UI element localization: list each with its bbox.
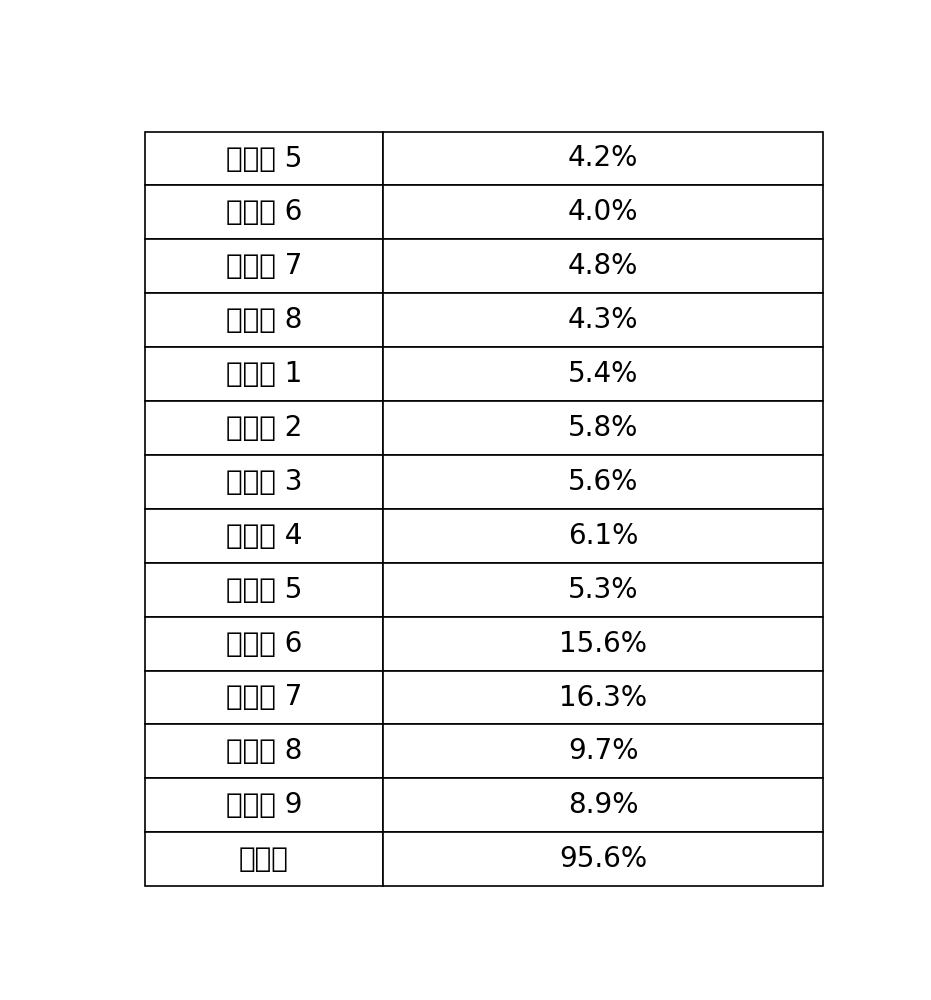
Text: 4.3%: 4.3% [568,306,639,334]
Text: 实施例 8: 实施例 8 [225,306,303,334]
Text: 9.7%: 9.7% [568,737,639,765]
Text: 对比例 3: 对比例 3 [225,468,303,496]
Bar [145,724,383,778]
Bar [383,132,823,185]
Bar [383,347,823,401]
Bar [383,293,823,347]
Text: 对比例 4: 对比例 4 [225,522,303,550]
Bar [145,455,383,509]
Bar [383,778,823,832]
Bar [145,185,383,239]
Bar [145,671,383,724]
Text: 6.1%: 6.1% [568,522,639,550]
Text: 5.3%: 5.3% [568,576,639,604]
Text: 对比例 7: 对比例 7 [225,684,303,712]
Text: 实施例 5: 实施例 5 [225,144,303,172]
Text: 对比例 9: 对比例 9 [225,791,303,819]
Text: 对比例 1: 对比例 1 [225,360,303,388]
Text: 5.6%: 5.6% [568,468,639,496]
Text: 对比例 2: 对比例 2 [225,414,303,442]
Text: 4.2%: 4.2% [568,144,639,172]
Bar [145,401,383,455]
Bar [383,671,823,724]
Text: 对比例 8: 对比例 8 [225,737,303,765]
Bar [145,563,383,617]
Bar [145,239,383,293]
Text: 实施例 6: 实施例 6 [225,198,303,226]
Text: 对照组: 对照组 [239,845,289,873]
Text: 5.8%: 5.8% [568,414,639,442]
Bar [145,509,383,563]
Text: 4.8%: 4.8% [568,252,639,280]
Bar [383,832,823,886]
Text: 8.9%: 8.9% [568,791,639,819]
Text: 95.6%: 95.6% [559,845,647,873]
Bar [383,724,823,778]
Bar [383,185,823,239]
Text: 对比例 6: 对比例 6 [225,630,303,658]
Bar [145,347,383,401]
Bar [145,617,383,671]
Bar [145,293,383,347]
Bar [383,455,823,509]
Bar [145,778,383,832]
Text: 对比例 5: 对比例 5 [225,576,303,604]
Text: 15.6%: 15.6% [559,630,647,658]
Text: 实施例 7: 实施例 7 [225,252,303,280]
Text: 16.3%: 16.3% [559,684,647,712]
Bar [383,509,823,563]
Text: 5.4%: 5.4% [568,360,639,388]
Text: 4.0%: 4.0% [568,198,639,226]
Bar [383,401,823,455]
Bar [383,617,823,671]
Bar [145,132,383,185]
Bar [383,563,823,617]
Bar [145,832,383,886]
Bar [383,239,823,293]
